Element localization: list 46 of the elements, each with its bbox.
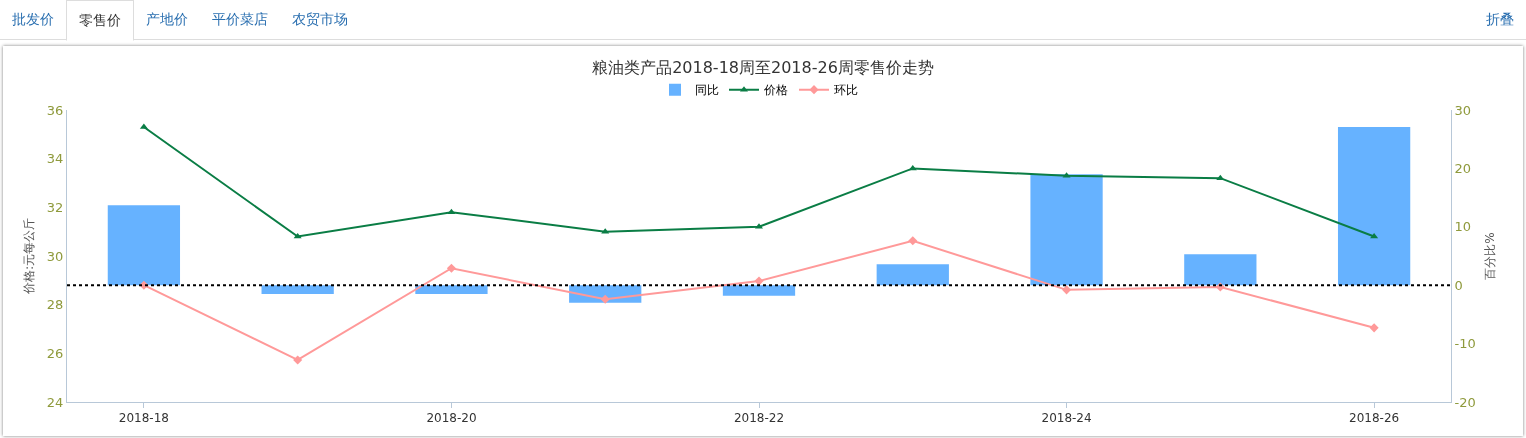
chart-title: 粮油类产品2018-18周至2018-26周零售价走势: [592, 57, 934, 77]
y-tick-label: 30: [46, 248, 64, 264]
legend-label: 同比: [695, 83, 719, 98]
y2-tick-label: 30: [1454, 102, 1472, 118]
y2-tick-label: 0: [1454, 277, 1463, 293]
y-tick-label: 26: [46, 345, 64, 361]
bar: [722, 285, 796, 296]
text: 农贸市场: [291, 10, 349, 29]
point: [600, 294, 610, 304]
bar: [107, 205, 181, 286]
y-tick-label: 32: [46, 199, 64, 215]
y2-tick-label: -10: [1454, 336, 1476, 352]
y-axis-title: 价格:元每公斤: [22, 217, 37, 296]
y-tick-label: 24: [46, 394, 64, 410]
bar: [415, 285, 488, 294]
text: 折叠: [1485, 10, 1515, 29]
x-tick-label: 2018-26: [1349, 411, 1400, 426]
y-tick-label: 28: [46, 297, 64, 313]
bar: [876, 264, 949, 286]
text: 零售价: [66, 0, 134, 41]
point: [1062, 285, 1072, 295]
point: [908, 236, 918, 246]
text: 平价菜店: [211, 10, 269, 29]
y2-axis-title: 百分比%: [1482, 232, 1497, 280]
legend-label: 价格: [763, 83, 788, 98]
point: [446, 263, 456, 273]
bar: [1184, 254, 1257, 286]
x-tick-label: 2018-24: [1041, 411, 1092, 426]
legend-label: 环比: [834, 83, 858, 98]
x-tick-label: 2018-20: [426, 411, 477, 426]
y-tick-label: 34: [46, 151, 64, 167]
text: 批发价: [11, 10, 55, 29]
point: [1369, 323, 1379, 333]
bar: [1030, 174, 1103, 286]
point: [754, 276, 764, 286]
y2-tick-label: 20: [1454, 160, 1472, 176]
x-tick-label: 2018-18: [118, 411, 169, 426]
point: [908, 164, 917, 171]
bar: [1337, 126, 1411, 286]
y-tick-label: 36: [46, 102, 64, 118]
bar: [261, 285, 334, 294]
y2-tick-label: -20: [1454, 394, 1476, 410]
point: [293, 355, 303, 365]
text: 产地价: [145, 10, 189, 29]
y2-tick-label: 10: [1454, 219, 1472, 235]
x-tick-label: 2018-22: [733, 411, 785, 426]
